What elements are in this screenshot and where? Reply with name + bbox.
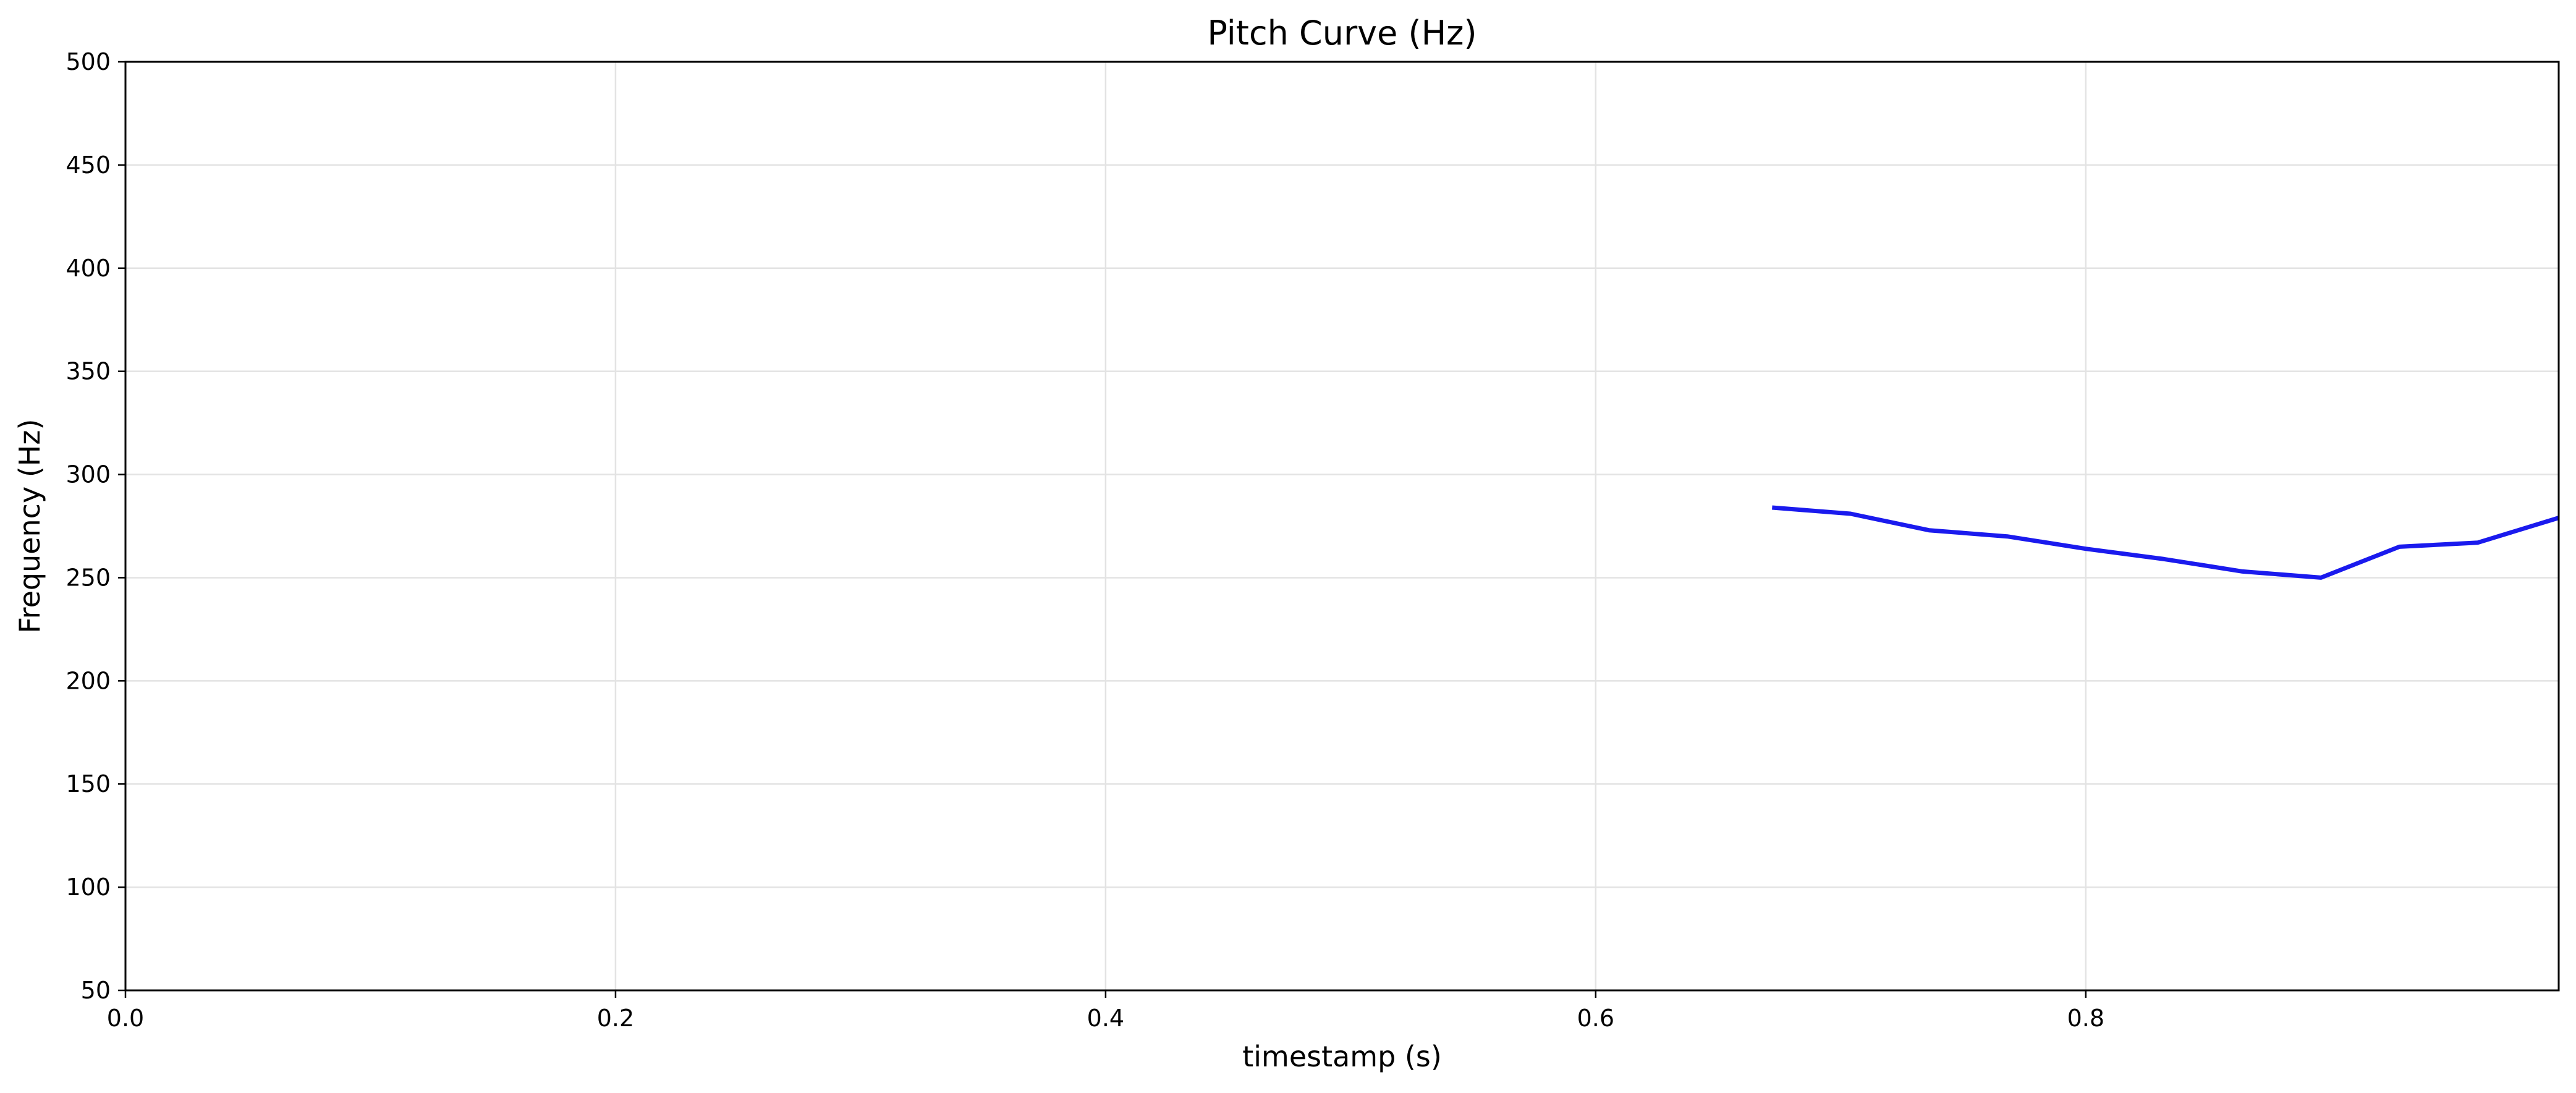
x-tick-label: 0.2 [597,1005,634,1032]
pitch-series-line [1772,505,2560,580]
y-tick-label: 50 [81,977,111,1004]
y-tick-label: 500 [66,48,111,75]
x-tick-label: 0.0 [107,1005,144,1032]
x-axis-label: timestamp (s) [1242,1040,1442,1073]
series-layer [1772,505,2560,580]
y-tick-label: 150 [66,770,111,797]
y-tick-label: 450 [66,151,111,179]
plot-frame [124,61,2560,992]
ticks: 0.0 0.2 0.4 0.6 0.8 50 100 150 200 250 300 350 400 45… [66,48,2104,1032]
x-tick-label: 0.6 [1577,1005,1614,1032]
y-axis-label: Frequency (Hz) [13,419,46,634]
y-tick-label: 100 [66,874,111,901]
y-tick-label: 200 [66,667,111,694]
chart-title: Pitch Curve (Hz) [1207,14,1477,53]
x-tick-label: 0.4 [1087,1005,1124,1032]
y-tick-label: 350 [66,358,111,385]
grid [124,61,2559,992]
y-tick-label: 400 [66,255,111,282]
y-tick-label: 250 [66,564,111,591]
x-tick-label: 0.8 [2067,1005,2104,1032]
y-tick-label: 300 [66,461,111,488]
